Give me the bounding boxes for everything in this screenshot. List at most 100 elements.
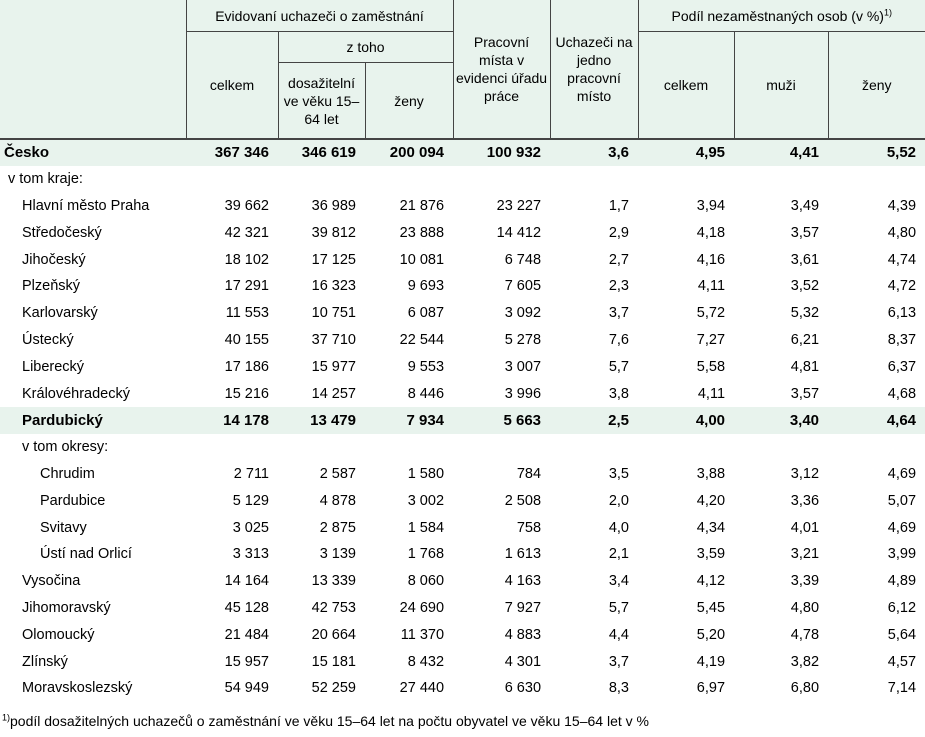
cell-value (828, 166, 925, 193)
cell-value: 5 278 (504, 331, 542, 348)
cell-value: 14 164 (224, 573, 269, 590)
cell-value: 37 710 (311, 331, 356, 348)
cell-value: 3,8 (608, 385, 630, 402)
cell-value: 20 664 (311, 626, 356, 643)
cell-value: 5,45 (696, 599, 726, 616)
cell-value (186, 166, 278, 193)
cell-value: 4,64 (828, 406, 925, 434)
cell-value: 3,57 (790, 385, 820, 402)
cell-value: 3,88 (696, 465, 726, 482)
cell-value: 4,20 (696, 492, 726, 509)
cell-value (550, 166, 638, 193)
cell-value: 4,80 (790, 599, 820, 616)
cell-value: 8 060 (407, 573, 445, 590)
cell-value: 2,3 (608, 278, 630, 295)
cell-value: 4,39 (887, 197, 917, 214)
cell-value: 5 129 (232, 492, 269, 509)
cell-value: 5,20 (696, 626, 726, 643)
cell-value: 17 291 (224, 278, 269, 295)
footnote-mark: 1) (2, 712, 11, 723)
table-row: Zlínský 15 957 15 181 8 432 4 301 3,7 4,19 3,82… (0, 648, 925, 675)
cell-value (365, 166, 453, 193)
cell-value: 2 508 (504, 492, 542, 509)
cell-value: 5,7 (608, 358, 630, 375)
cell-value: 15 216 (224, 385, 269, 402)
cell-value: 7 934 (365, 406, 454, 434)
cell-value: 3 007 (504, 358, 542, 375)
table-row: v tom kraje: (0, 166, 925, 193)
cell-value: 100 932 (453, 138, 551, 166)
cell-value: 6,13 (887, 305, 917, 322)
cell-value: 346 619 (278, 138, 365, 166)
cell-value: 6 748 (504, 251, 542, 268)
cell-value: 4 301 (504, 653, 542, 670)
cell-value: 4,11 (697, 385, 726, 402)
cell-value: 367 346 (186, 138, 278, 166)
cell-value: 15 977 (311, 358, 356, 375)
row-label: Pardubický (0, 406, 186, 434)
cell-value: 54 949 (224, 680, 269, 697)
row-label: Zlínský (22, 653, 68, 670)
row-label: Hlavní město Praha (22, 197, 150, 214)
cell-value: 3,5 (608, 465, 630, 482)
cell-value: 2 587 (319, 465, 356, 482)
cell-value: 22 544 (399, 331, 445, 348)
cell-value: 23 227 (496, 197, 542, 214)
header-z-toho: z toho (278, 31, 454, 63)
cell-value: 6,97 (696, 680, 726, 697)
cell-value (186, 434, 278, 461)
row-label: Vysočina (22, 573, 81, 590)
row-label: Královéhradecký (22, 385, 130, 402)
cell-value: 6,37 (887, 358, 917, 375)
cell-value: 4,0 (608, 519, 630, 536)
cell-value: 3,49 (790, 197, 820, 214)
cell-value: 3,39 (790, 573, 820, 590)
header-group-podil-text: Podíl nezaměstnaných osob (v %) (671, 7, 884, 24)
cell-value: 3 139 (319, 546, 356, 563)
cell-value: 8 446 (407, 385, 445, 402)
cell-value: 4,80 (887, 224, 917, 241)
table-row: Ústecký 40 155 37 710 22 544 5 278 7,6 7,27 6,2… (0, 327, 925, 354)
cell-value: 4,19 (696, 653, 726, 670)
cell-value: 5,32 (790, 305, 820, 322)
cell-value: 11 553 (225, 305, 269, 322)
cell-value: 3,52 (790, 278, 820, 295)
cell-value: 7 605 (504, 278, 542, 295)
cell-value: 17 125 (311, 251, 356, 268)
cell-value: 4,69 (887, 519, 917, 536)
cell-value: 52 259 (311, 680, 356, 697)
cell-value: 9 693 (407, 278, 445, 295)
cell-value: 2,9 (608, 224, 630, 241)
cell-value: 27 440 (399, 680, 445, 697)
cell-value: 36 989 (311, 197, 356, 214)
cell-value: 6,80 (790, 680, 820, 697)
cell-value: 2 711 (233, 465, 269, 482)
cell-value: 4,57 (887, 653, 917, 670)
cell-value: 4,34 (696, 519, 726, 536)
cell-value: 4,4 (608, 626, 630, 643)
cell-value: 1 613 (504, 546, 542, 563)
cell-value: 4,89 (887, 573, 917, 590)
table-row: Jihomoravský 45 128 42 753 24 690 7 927 5,7 5,… (0, 595, 925, 622)
row-label: Chrudim (40, 465, 95, 482)
cell-value: 3 313 (232, 546, 269, 563)
table-row: Pardubický 14 178 13 479 7 934 5 663 2,5 4,00 3… (0, 406, 925, 434)
cell-value: 3,99 (887, 546, 917, 563)
header-zeny: ženy (365, 62, 454, 140)
cell-value: 5,52 (828, 138, 925, 166)
row-label: Plzeňský (22, 278, 81, 295)
cell-value: 10 751 (311, 305, 356, 322)
table-row: Hlavní město Praha 39 662 36 989 21 876 23 2… (0, 193, 925, 220)
table-row: Svitavy 3 025 2 875 1 584 758 4,0 4,34 4,01 4,69 (0, 514, 925, 541)
row-label: Liberecký (22, 358, 85, 375)
header-uchazeci-na-misto: Uchazeči na jedno pracovní místo (550, 0, 639, 140)
cell-value: 8,3 (608, 680, 630, 697)
cell-value: 1,7 (608, 197, 630, 214)
cell-value: 23 888 (399, 224, 445, 241)
cell-value: 13 479 (278, 406, 365, 434)
cell-value: 10 081 (399, 251, 445, 268)
table-row: Pardubice 5 129 4 878 3 002 2 508 2,0 4,20 3,36… (0, 487, 925, 514)
table-row: Česko 367 346 346 619 200 094 100 932 3,6 4,95… (0, 138, 925, 166)
cell-value: 3,59 (696, 546, 726, 563)
